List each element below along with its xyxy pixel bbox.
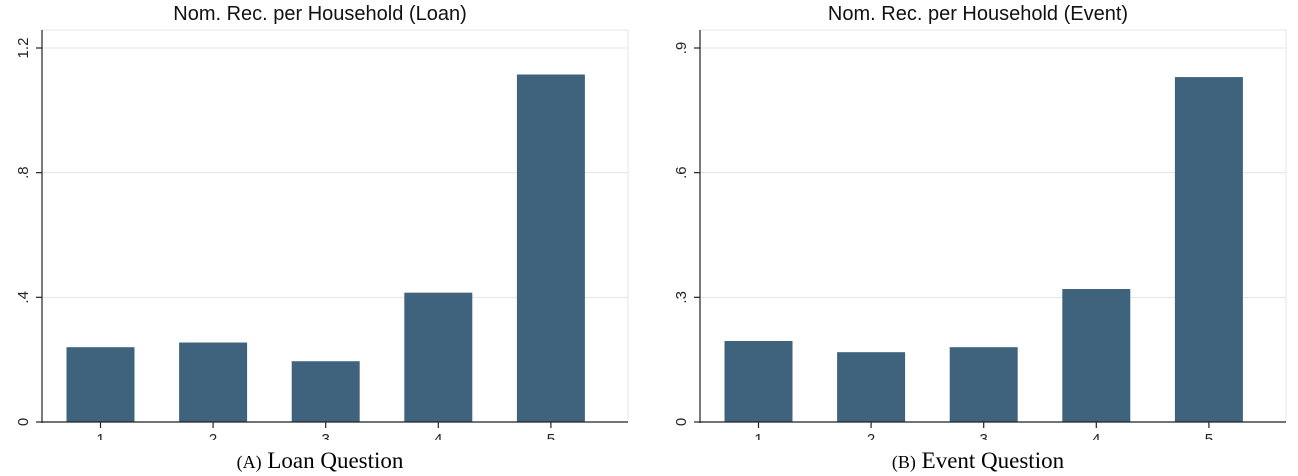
bar-4	[1062, 289, 1131, 422]
x-tick-label: 3	[980, 431, 988, 440]
y-tick-label: .8	[15, 166, 32, 179]
chart-panel-event: Nom. Rec. per Household (Event) 0 .3 .6 .9 1…	[658, 0, 1298, 476]
bar-2	[837, 352, 906, 422]
x-tick-label: 4	[1092, 431, 1100, 440]
y-tick-label: .3	[673, 291, 690, 304]
caption-text: Loan Question	[267, 448, 404, 473]
bar-3	[949, 347, 1018, 422]
bar-4	[404, 292, 473, 422]
y-tick-label: .6	[673, 166, 690, 179]
x-tick-label: 3	[322, 431, 330, 440]
chart-caption: (A) Loan Question	[0, 448, 640, 474]
caption-label: (B)	[891, 452, 916, 472]
bar-3	[291, 361, 360, 422]
y-tick-label: 0	[15, 418, 32, 426]
y-tick-label: .4	[15, 291, 32, 304]
bar-1	[724, 340, 793, 422]
y-tick-label: 0	[673, 418, 690, 426]
y-tick-label: .9	[673, 42, 690, 55]
caption-text: Event Question	[921, 448, 1065, 473]
x-tick-label: 5	[547, 431, 555, 440]
bar-5	[1174, 77, 1243, 422]
x-tick-label: 4	[434, 431, 442, 440]
x-tick-label: 1	[754, 431, 762, 440]
bar-1	[66, 347, 135, 422]
bar-5	[516, 74, 585, 422]
chart-title: Nom. Rec. per Household (Loan)	[173, 3, 467, 25]
bar-2	[179, 342, 248, 422]
chart-caption: (B) Event Question	[658, 448, 1298, 474]
chart-title: Nom. Rec. per Household (Event)	[827, 3, 1129, 25]
chart-panel-loan: Nom. Rec. per Household (Loan) 0 .4 .8 1.2 1…	[0, 0, 640, 476]
x-tick-label: 2	[209, 431, 217, 440]
chart-canvas: 0 .3 .6 .9 1 2 3 4 5	[673, 29, 1287, 440]
x-tick-label: 5	[1205, 431, 1213, 440]
x-tick-label: 1	[96, 431, 104, 440]
x-tick-label: 2	[867, 431, 875, 440]
caption-label: (A)	[236, 452, 262, 472]
chart-canvas: 0 .4 .8 1.2 1 2 3 4 5	[15, 29, 629, 440]
y-tick-label: 1.2	[15, 38, 32, 59]
